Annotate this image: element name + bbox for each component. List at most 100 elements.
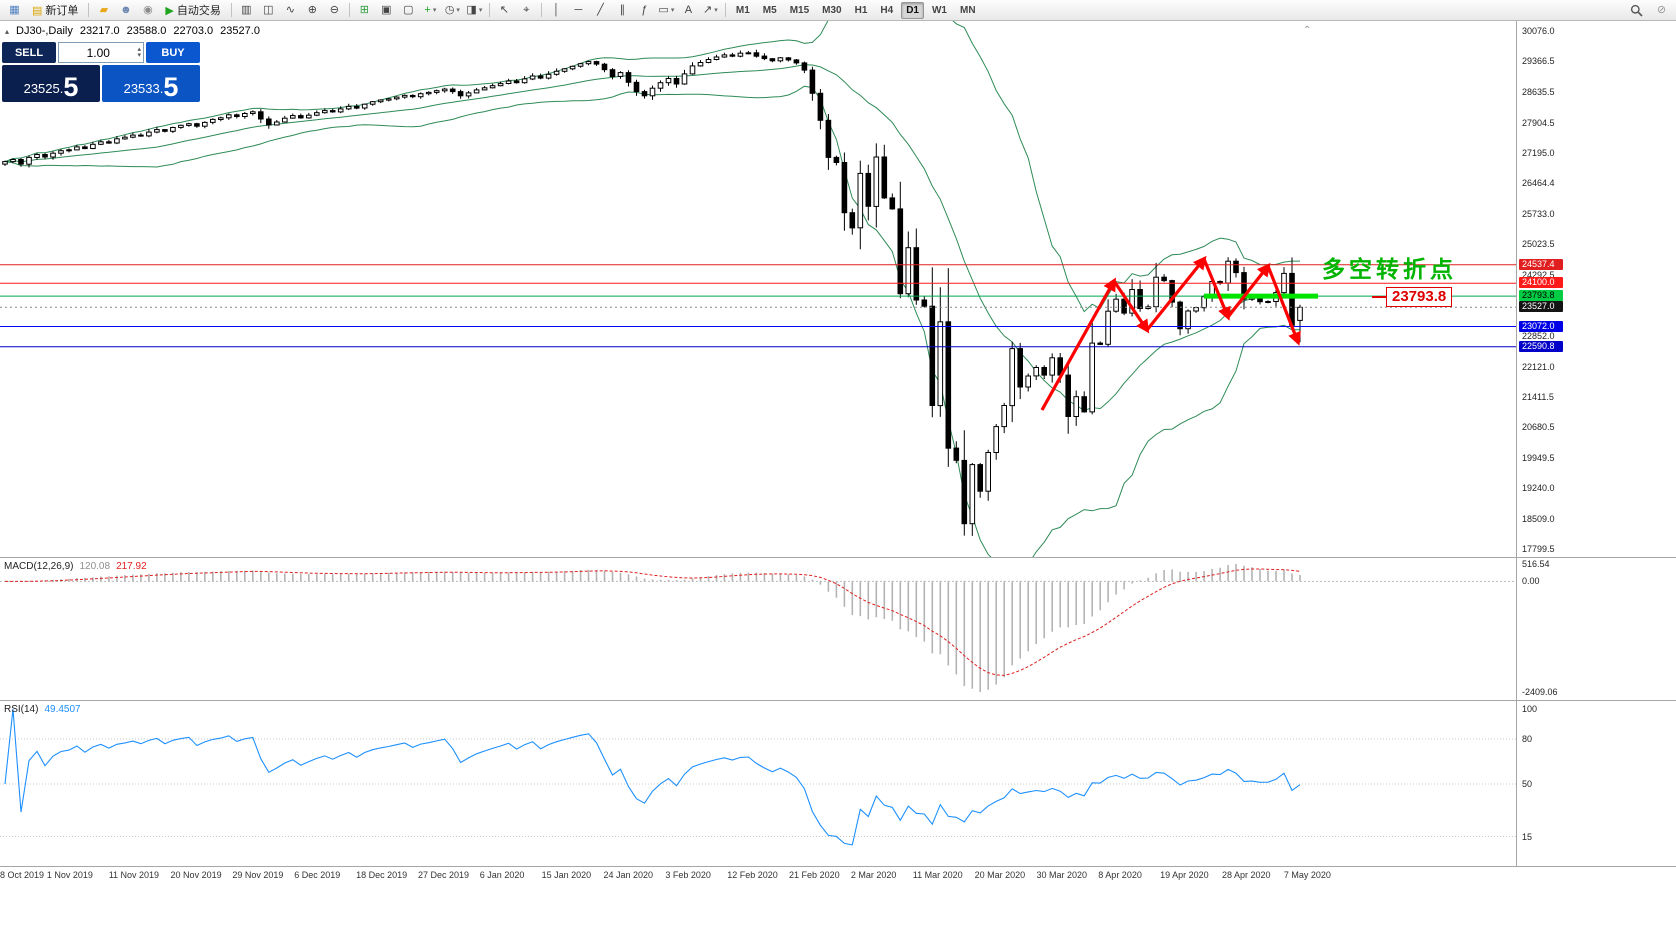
date-axis-label: 6 Jan 2020 [479, 870, 525, 880]
dropdown-caret-icon: ▾ [670, 6, 675, 14]
bars-chart-icon[interactable]: ▥ [241, 3, 252, 16]
price-axis-tick: 27195.0 [1522, 147, 1555, 158]
templates-icon[interactable]: ◨ ▾ [466, 3, 483, 16]
date-axis-label: 11 Mar 2020 [912, 870, 963, 880]
price-axis-line [1516, 21, 1517, 866]
panel-divider-rsi[interactable] [0, 700, 1676, 701]
search-icon[interactable] [1626, 1, 1647, 20]
date-axis-label: 1 Nov 2019 [46, 870, 93, 880]
dropdown-caret-icon: ▾ [432, 6, 437, 14]
date-axis-label: 7 May 2020 [1283, 870, 1331, 880]
volume-down-icon[interactable]: ▾ [137, 51, 141, 59]
price-callout: 23793.8 [1386, 287, 1453, 307]
auto-trading-button-icon: ▶ [165, 4, 174, 17]
macd-panel-canvas[interactable] [0, 558, 1516, 700]
price-axis-tick: 22852.0 [1522, 330, 1555, 341]
price-axis-tick: 30076.0 [1522, 26, 1555, 36]
bollinger-band-upper [4, 21, 1300, 313]
arrange-windows-icon[interactable]: ▢ [403, 3, 414, 16]
price-axis-tick: 24292.5 [1522, 270, 1555, 280]
toolbar-separator [724, 3, 726, 17]
auto-trading-button[interactable]: ▶ 自动交易 [159, 2, 226, 19]
timeframe-button-m15[interactable]: M15 [789, 4, 810, 16]
chart-window-icon[interactable]: ▦ [9, 3, 20, 16]
price-axis-tick: 26464.4 [1522, 178, 1555, 189]
date-axis-label: 6 Dec 2019 [294, 870, 341, 880]
toolbar-separator [348, 3, 350, 17]
channel-icon[interactable]: ∥ [619, 3, 626, 16]
date-axis-label: 8 Apr 2020 [1098, 870, 1142, 880]
zoom-out-icon[interactable]: ⊖ [329, 3, 339, 16]
volume-value[interactable]: 1.00 [86, 45, 110, 60]
panel-divider-macd[interactable] [0, 557, 1676, 558]
toolbar: ▦ ▤ 新订单 ▰ ☻ ◉ ▶ 自动交易 ▥ ◫ ∿ ⊕ ⊖ ⊞ ▣ ▢ + ▾ ◷ ▾ ◨ ▾ ↖ ⌖ │ ─ ╱ ∥ ƒ ▭ ▾ A ↗ ▾ M… [0, 0, 1676, 21]
new-order-button[interactable]: ▤ 新订单 [26, 2, 84, 19]
crosshair-icon[interactable]: ⌖ [523, 3, 530, 16]
text-icon[interactable]: A [684, 3, 693, 16]
candlestick-chart-icon[interactable]: ◫ [263, 3, 274, 16]
tile-windows-icon[interactable]: ⊞ [359, 3, 369, 16]
sell-button[interactable]: SELL [2, 42, 56, 63]
volume-field[interactable]: 1.00 ▴ ▾ [58, 42, 144, 63]
price-axis-tick: 29366.5 [1522, 55, 1555, 66]
time-axis[interactable]: 8 Oct 2019 1 Nov 2019 11 Nov 2019 20 Nov 20… [0, 868, 1516, 884]
price-axis-tick: 18509.0 [1522, 514, 1555, 525]
one-click-toggle-icon[interactable]: ▴ [5, 26, 10, 36]
indicators-icon[interactable]: + ▾ [424, 3, 437, 16]
macd-axis-label: 516.54 [1522, 559, 1550, 569]
timeframe-button-d1[interactable]: D1 [901, 1, 924, 19]
community-icon[interactable]: ◉ [143, 3, 153, 16]
date-axis-label: 24 Jan 2020 [603, 870, 654, 880]
main-chart-canvas[interactable] [0, 21, 1516, 557]
shapes-icon[interactable]: ▭ ▾ [658, 3, 675, 16]
rsi-axis-label: 50 [1522, 779, 1533, 789]
market-watch-icon[interactable]: ▰ [99, 3, 109, 16]
zoom-in-icon[interactable]: ⊕ [307, 3, 317, 16]
profile-icon[interactable]: ☻ [120, 3, 132, 16]
trendline-icon[interactable]: ╱ [597, 3, 604, 16]
horizontal-line-icon[interactable]: ─ [574, 3, 583, 16]
date-axis-label: 29 Nov 2019 [232, 870, 284, 880]
candle-bodies [2, 52, 1303, 525]
cascade-windows-icon[interactable]: ▣ [381, 3, 392, 16]
periods-icon[interactable]: ◷ ▾ [444, 3, 460, 16]
timeframe-button-mn[interactable]: MN [959, 4, 976, 16]
dropdown-caret-icon: ▾ [478, 6, 483, 14]
price-axis-tag: 24100.0 [1519, 277, 1563, 289]
timeframe-button-m5[interactable]: M5 [762, 4, 777, 16]
trend-arrows[interactable] [1040, 255, 1301, 411]
arrows-icon[interactable]: ↗ ▾ [703, 3, 718, 16]
timeframe-button-m1[interactable]: M1 [735, 4, 750, 16]
price-axis[interactable]: 30076.0 29366.5 28635.5 27904.5 27195.0 26464… [1517, 0, 1676, 947]
buy-price-pip: 5 [163, 72, 179, 103]
date-axis-label: 20 Nov 2019 [170, 870, 222, 880]
timeframe-button-h4[interactable]: H4 [880, 4, 894, 16]
timeframe-button-h1[interactable]: H1 [854, 4, 868, 16]
timeframe-button-w1[interactable]: W1 [931, 4, 947, 16]
date-axis-label: 8 Oct 2019 [0, 870, 45, 880]
cursor-icon[interactable]: ↖ [499, 3, 509, 16]
sell-price-box[interactable]: 23525. 5 [2, 65, 100, 102]
price-axis-tag: 24537.4 [1519, 258, 1563, 270]
timeframe-button-m30[interactable]: M30 [822, 4, 842, 16]
fibonacci-icon[interactable]: ƒ [641, 3, 648, 16]
date-axis-label: 21 Feb 2020 [789, 870, 840, 880]
collapse-arrow-icon[interactable]: ⌃ [1303, 25, 1312, 36]
volume-up-icon[interactable]: ▴ [137, 45, 141, 53]
date-axis-label: 30 Mar 2020 [1036, 870, 1087, 880]
buy-price-main: 23533. [123, 81, 164, 96]
date-axis-label: 20 Mar 2020 [974, 870, 1026, 880]
rsi-panel-canvas[interactable] [0, 701, 1516, 866]
date-axis-label: 15 Jan 2020 [541, 870, 592, 880]
one-click-trading-panel: SELL 1.00 ▴ ▾ BUY 23525. 5 23533. 5 [2, 42, 200, 102]
status-circle-icon[interactable]: ⊘ [1656, 3, 1667, 16]
vertical-line-icon[interactable]: │ [552, 3, 560, 16]
buy-button[interactable]: BUY [146, 42, 200, 63]
date-axis-label: 19 Apr 2020 [1160, 870, 1209, 880]
macd-histogram [12, 564, 1301, 692]
buy-price-box[interactable]: 23533. 5 [102, 65, 200, 102]
rsi-name: RSI(14) [4, 704, 39, 715]
volume-spinner: ▴ ▾ [137, 45, 143, 59]
line-chart-icon[interactable]: ∿ [285, 3, 295, 16]
auto-trading-button-label: 自动交易 [176, 5, 221, 17]
